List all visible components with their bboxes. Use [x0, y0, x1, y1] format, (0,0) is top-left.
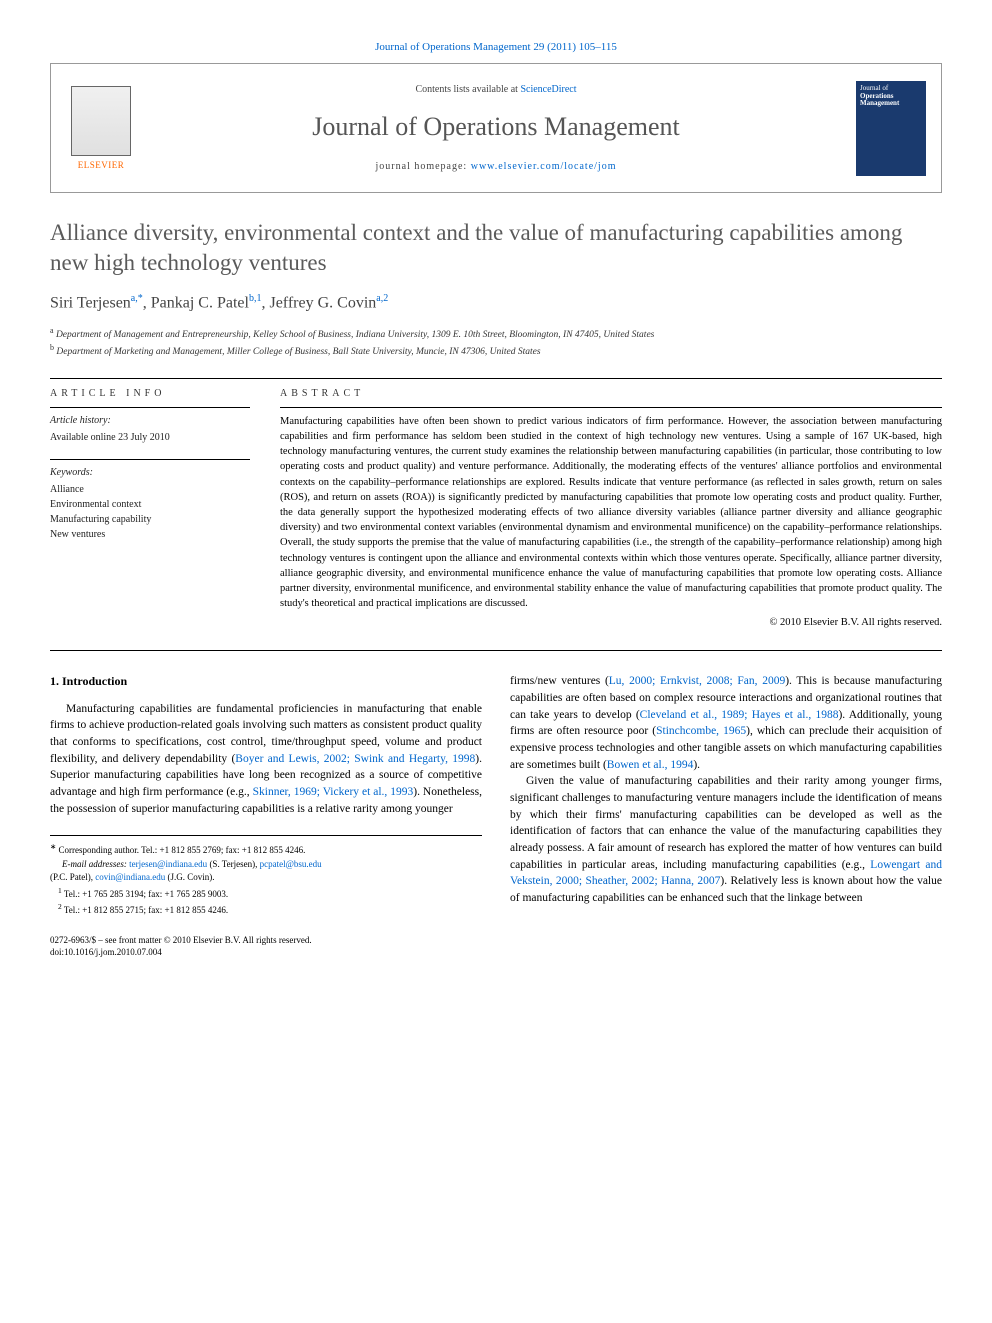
elsevier-tree-icon [71, 86, 131, 156]
footnote-2: Tel.: +1 812 855 2715; fax: +1 812 855 4… [64, 905, 228, 915]
body-column-right: firms/new ventures (Lu, 2000; Ernkvist, … [510, 673, 942, 959]
author-separator: , [143, 295, 151, 312]
abstract-column: abstract Manufacturing capabilities have… [280, 387, 942, 631]
corresponding-author-footnote: Corresponding author. Tel.: +1 812 855 2… [56, 845, 305, 855]
citation-link[interactable]: Boyer and Lewis, 2002; Swink and Hegarty… [235, 753, 475, 765]
author-2: Pankaj C. Patel [151, 295, 249, 312]
body-column-left: 1. Introduction Manufacturing capabiliti… [50, 673, 482, 959]
affiliations: a Department of Management and Entrepren… [50, 325, 942, 360]
journal-header-box: ELSEVIER Contents lists available at Sci… [50, 63, 942, 193]
keyword-item: New ventures [50, 527, 250, 542]
journal-name: Journal of Operations Management [151, 109, 841, 145]
homepage-prefix: journal homepage: [376, 161, 471, 172]
article-info-label: article info [50, 387, 250, 401]
keyword-item: Alliance [50, 482, 250, 497]
section-heading-introduction: 1. Introduction [50, 673, 482, 690]
email-link[interactable]: terjesen@indiana.edu [129, 859, 207, 869]
divider [50, 378, 942, 379]
divider [50, 650, 942, 651]
contents-available-line: Contents lists available at ScienceDirec… [151, 83, 841, 97]
abstract-text: Manufacturing capabilities have often be… [280, 407, 942, 612]
article-info-column: article info Article history: Available … [50, 387, 250, 631]
citation-link[interactable]: Bowen et al., 1994 [607, 759, 694, 771]
author-2-affiliation: b,1 [249, 293, 262, 304]
author-3-affiliation: a,2 [376, 293, 388, 304]
body-text: Given the value of manufacturing capabil… [510, 775, 942, 870]
footnotes-block: ∗ Corresponding author. Tel.: +1 812 855… [50, 835, 482, 918]
author-1-affiliation: a, [131, 293, 138, 304]
journal-citation: Journal of Operations Management 29 (201… [50, 40, 942, 55]
citation-link[interactable]: Lu, 2000; Ernkvist, 2008; Fan, 2009 [609, 675, 785, 687]
body-paragraph: Given the value of manufacturing capabil… [510, 773, 942, 906]
contents-prefix: Contents lists available at [415, 84, 520, 95]
keyword-item: Environmental context [50, 497, 250, 512]
elsevier-text: ELSEVIER [78, 159, 125, 172]
article-history-text: Available online 23 July 2010 [50, 430, 250, 445]
sciencedirect-link[interactable]: ScienceDirect [520, 84, 576, 95]
journal-cover-thumbnail: Journal of Operations Management [856, 81, 926, 176]
keyword-item: Manufacturing capability [50, 512, 250, 527]
elsevier-logo: ELSEVIER [66, 83, 136, 173]
author-list: Siri Terjesena,*, Pankaj C. Patelb,1, Je… [50, 292, 942, 315]
email-link[interactable]: pcpatel@bsu.edu [260, 859, 322, 869]
email-name: (S. Terjesen), [207, 859, 259, 869]
email-label: E-mail addresses: [62, 859, 129, 869]
article-title: Alliance diversity, environmental contex… [50, 218, 942, 278]
author-1: Siri Terjesen [50, 295, 131, 312]
article-history-heading: Article history: [50, 414, 250, 428]
body-paragraph: Manufacturing capabilities are fundament… [50, 701, 482, 818]
citation-link[interactable]: Cleveland et al., 1989; Hayes et al., 19… [640, 709, 839, 721]
body-text: firms/new ventures ( [510, 675, 609, 687]
body-text-columns: 1. Introduction Manufacturing capabiliti… [50, 673, 942, 959]
doi-block: 0272-6963/$ – see front matter © 2010 El… [50, 934, 482, 959]
citation-link[interactable]: Skinner, 1969; Vickery et al., 1993 [253, 786, 414, 798]
homepage-url[interactable]: www.elsevier.com/locate/jom [471, 161, 617, 172]
email-name: (P.C. Patel), [50, 872, 95, 882]
affiliation-b: Department of Marketing and Management, … [56, 347, 540, 357]
doi-line: doi:10.1016/j.jom.2010.07.004 [50, 946, 482, 959]
abstract-label: abstract [280, 387, 942, 401]
footnote-1: Tel.: +1 765 285 3194; fax: +1 765 285 9… [64, 889, 228, 899]
keywords-heading: Keywords: [50, 466, 250, 480]
citation-link[interactable]: Stinchcombe, 1965 [656, 725, 746, 737]
body-text: ). [693, 759, 700, 771]
abstract-copyright: © 2010 Elsevier B.V. All rights reserved… [280, 616, 942, 631]
author-3: Jeffrey G. Covin [269, 295, 376, 312]
body-paragraph: firms/new ventures (Lu, 2000; Ernkvist, … [510, 673, 942, 773]
email-link[interactable]: covin@indiana.edu [95, 872, 165, 882]
affiliation-a: Department of Management and Entrepreneu… [56, 330, 654, 340]
cover-line-3: Management [860, 99, 899, 107]
journal-homepage-line: journal homepage: www.elsevier.com/locat… [151, 160, 841, 174]
front-matter-line: 0272-6963/$ – see front matter © 2010 El… [50, 934, 482, 947]
email-name: (J.G. Covin). [165, 872, 214, 882]
